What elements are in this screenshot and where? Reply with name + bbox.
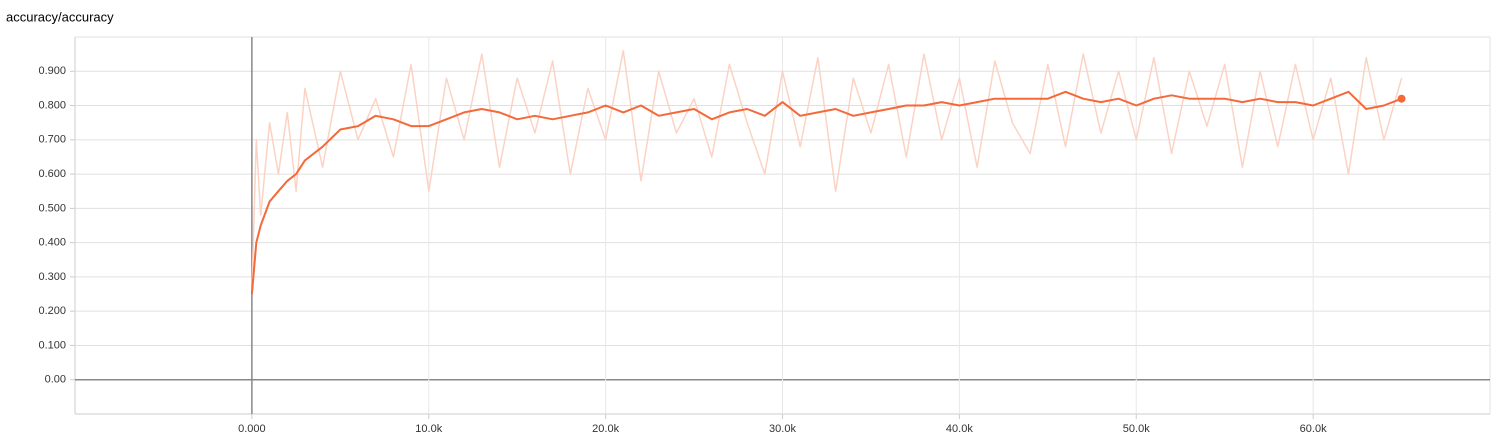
y-tick-label: 0.200 <box>38 305 66 317</box>
y-tick-label: 0.400 <box>38 237 66 249</box>
y-tick-label: 0.300 <box>38 271 66 283</box>
x-tick-label: 0.000 <box>238 423 266 435</box>
y-tick-label: 0.900 <box>38 65 66 77</box>
y-tick-label: 0.600 <box>38 168 66 180</box>
chart-title: accuracy/accuracy <box>6 9 114 24</box>
y-tick-label: 0.700 <box>38 134 66 146</box>
x-tick-label: 10.0k <box>415 423 442 435</box>
last-point <box>1397 94 1406 103</box>
y-tick-label: 0.800 <box>38 99 66 111</box>
y-tick-label: 0.100 <box>38 339 66 351</box>
x-tick-label: 30.0k <box>769 423 796 435</box>
x-tick-label: 20.0k <box>592 423 619 435</box>
series-line <box>251 49 1403 291</box>
x-tick-label: 60.0k <box>1300 423 1327 435</box>
x-tick-label: 40.0k <box>946 423 973 435</box>
series-line <box>250 90 1402 295</box>
x-tick-label: 50.0k <box>1123 423 1150 435</box>
y-tick-label: 0.500 <box>38 202 66 214</box>
y-tick-label: 0.00 <box>45 374 66 386</box>
